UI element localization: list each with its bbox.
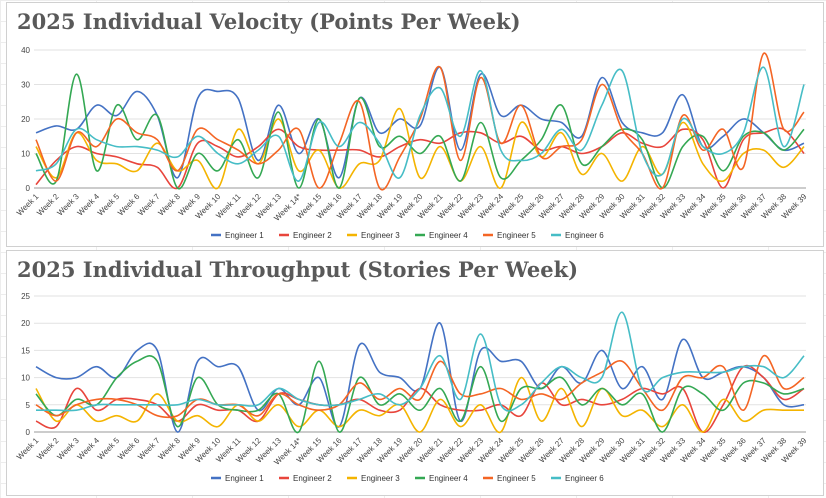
throughput-legend-label: Engineer 5 — [497, 474, 536, 483]
throughput-series-line-engineer-5 — [35, 354, 805, 419]
throughput-chart-panel[interactable]: 2025 Individual Throughput (Stories Per … — [6, 250, 824, 496]
velocity-chart-title: 2025 Individual Velocity (Points Per Wee… — [17, 9, 521, 34]
velocity-legend-label: Engineer 3 — [361, 231, 400, 240]
throughput-y-tick-label: 10 — [21, 374, 30, 383]
velocity-series-line-engineer-4 — [35, 73, 805, 190]
throughput-chart-title: 2025 Individual Throughput (Stories Per … — [17, 257, 579, 282]
throughput-series-line-engineer-4 — [35, 355, 805, 433]
velocity-y-tick-label: 40 — [21, 46, 30, 55]
velocity-y-tick-label: 0 — [26, 184, 31, 193]
throughput-y-tick-label: 0 — [26, 428, 31, 437]
throughput-legend-label: Engineer 2 — [293, 474, 332, 483]
velocity-legend-label: Engineer 6 — [565, 231, 604, 240]
velocity-legend-label: Engineer 5 — [497, 231, 536, 240]
throughput-y-tick-label: 5 — [26, 401, 31, 410]
velocity-series-line-engineer-6 — [35, 66, 805, 182]
throughput-legend-label: Engineer 1 — [225, 474, 264, 483]
throughput-series-line-engineer-6 — [36, 311, 805, 412]
velocity-legend-label: Engineer 2 — [293, 231, 332, 240]
velocity-y-tick-label: 20 — [21, 115, 30, 124]
throughput-legend-label: Engineer 3 — [361, 474, 400, 483]
velocity-series-line-engineer-5 — [35, 52, 805, 191]
velocity-y-tick-label: 30 — [21, 81, 30, 90]
velocity-legend-label: Engineer 4 — [429, 231, 468, 240]
throughput-legend-label: Engineer 6 — [565, 474, 604, 483]
velocity-legend-label: Engineer 1 — [225, 231, 264, 240]
velocity-chart-panel[interactable]: 2025 Individual Velocity (Points Per Wee… — [6, 2, 824, 247]
throughput-y-tick-label: 20 — [21, 319, 30, 328]
throughput-series-line-engineer-3 — [35, 376, 804, 433]
throughput-legend-label: Engineer 4 — [429, 474, 468, 483]
velocity-series-line-engineer-2 — [35, 127, 805, 190]
throughput-y-tick-label: 15 — [21, 346, 30, 355]
throughput-y-tick-label: 25 — [21, 292, 30, 301]
velocity-y-tick-label: 10 — [21, 150, 30, 159]
